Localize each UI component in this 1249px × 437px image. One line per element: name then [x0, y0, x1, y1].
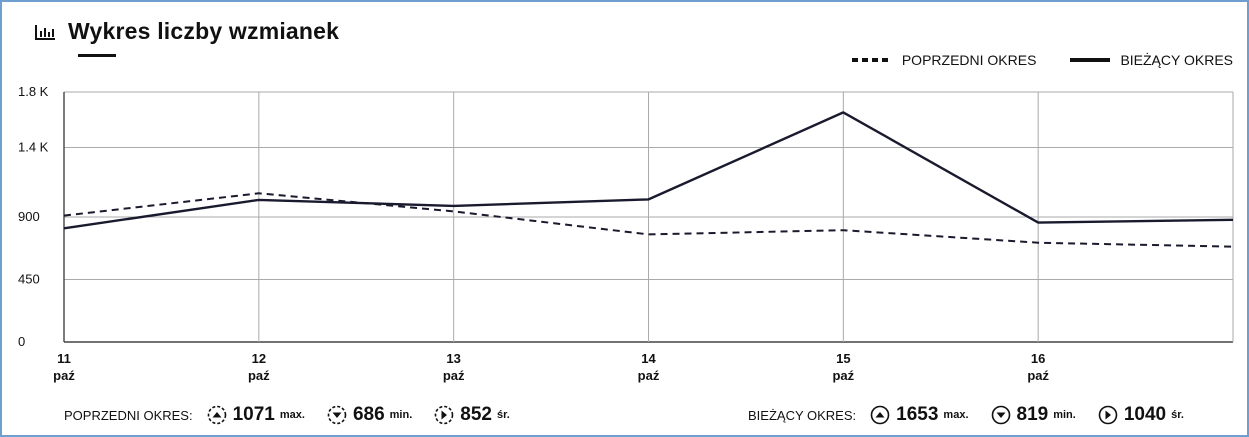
y-tick-label: 0 [18, 334, 25, 349]
x-tick-month: paź [832, 368, 854, 383]
x-tick-label: 14 paź [638, 351, 660, 383]
chart-header: Wykres liczby wzmianek [34, 18, 339, 45]
stat-suffix: min. [1053, 409, 1076, 421]
max-arrow-icon [207, 405, 226, 425]
x-tick-label: 12 paź [248, 351, 270, 383]
x-tick-day: 15 [836, 351, 850, 366]
stat-suffix: min. [389, 409, 413, 421]
y-axis-ticks: 0 450 900 1.4 K 1.8 K [18, 84, 49, 349]
x-tick-day: 12 [252, 351, 266, 366]
stat-suffix: max. [279, 409, 305, 421]
chart-series [63, 111, 1234, 248]
min-arrow-icon [327, 405, 347, 425]
x-tick-label: 16 paź [1027, 351, 1049, 383]
bar-chart-icon [35, 24, 55, 40]
stat-current-min: 819 min. [991, 404, 1076, 426]
x-tick-month: paź [1027, 368, 1049, 383]
legend-label-previous: POPRZEDNI OKRES [901, 52, 1037, 68]
y-tick-label: 1.8 K [18, 84, 49, 99]
stat-value: 819 [1016, 404, 1049, 425]
avg-arrow-icon [1098, 405, 1118, 425]
stats-current-label: BIEŻĄCY OKRES: [748, 407, 857, 423]
x-tick-month: paź [248, 368, 270, 383]
stat-previous-max: 1071 max. [207, 404, 305, 426]
stat-value: 1071 [232, 404, 275, 425]
x-tick-label: 13 paź [443, 351, 465, 383]
x-tick-month: paź [443, 368, 465, 383]
chart-legend: POPRZEDNI OKRES BIEŻĄCY OKRES [818, 52, 1233, 68]
max-arrow-icon [870, 405, 890, 425]
x-tick-label: 11 paź [53, 351, 75, 383]
stat-suffix: śr. [1171, 409, 1184, 421]
avg-arrow-icon [434, 405, 454, 425]
stat-current-max: 1653 max. [870, 404, 969, 426]
legend-item-previous[interactable]: POPRZEDNI OKRES [851, 52, 1037, 68]
y-tick-label: 900 [18, 209, 40, 224]
min-arrow-icon [991, 405, 1010, 425]
y-tick-label: 450 [18, 272, 40, 287]
stat-value: 852 [460, 404, 492, 425]
stats-previous: POPRZEDNI OKRES: 1071 max. 686 min. 852 … [64, 404, 510, 426]
legend-label-current: BIEŻĄCY OKRES [1120, 52, 1233, 68]
series-line-current[interactable] [63, 111, 1234, 230]
chart-grid [63, 91, 1234, 343]
x-tick-month: paź [53, 368, 75, 383]
stat-value: 1653 [896, 404, 939, 425]
x-tick-day: 11 [57, 351, 71, 366]
stats-previous-label: POPRZEDNI OKRES: [64, 407, 193, 423]
stat-current-avg: 1040 śr. [1098, 404, 1184, 426]
series-line-previous[interactable] [63, 192, 1234, 248]
stat-value: 1040 [1123, 404, 1167, 425]
x-tick-day: 16 [1031, 351, 1045, 366]
stat-previous-min: 686 min. [327, 404, 412, 426]
stat-suffix: śr. [496, 409, 510, 421]
x-axis-ticks: 11 paź 12 paź 13 paź 14 paź 15 paź 16 paź [53, 351, 1049, 383]
dashed-line-swatch [851, 58, 892, 62]
title-underline [78, 54, 116, 57]
stat-value: 686 [352, 404, 385, 425]
y-tick-label: 1.4 K [18, 140, 49, 155]
stat-previous-avg: 852 śr. [434, 404, 510, 426]
x-tick-label: 15 paź [832, 351, 854, 383]
legend-item-current[interactable]: BIEŻĄCY OKRES [1070, 52, 1233, 68]
solid-line-swatch [1070, 58, 1111, 62]
stats-current: BIEŻĄCY OKRES: 1653 max. 819 min. 1040 ś… [748, 404, 1184, 426]
chart-title: Wykres liczby wzmianek [68, 18, 340, 44]
stat-suffix: max. [943, 409, 969, 421]
x-tick-month: paź [638, 368, 660, 383]
x-tick-day: 14 [641, 351, 656, 366]
x-tick-day: 13 [446, 351, 460, 366]
